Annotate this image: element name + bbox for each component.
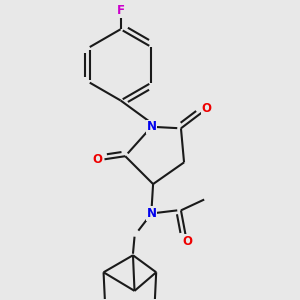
Text: O: O <box>92 153 102 166</box>
Text: N: N <box>146 120 157 133</box>
Text: N: N <box>146 207 157 220</box>
Text: O: O <box>182 235 192 248</box>
Text: F: F <box>117 4 124 17</box>
Text: O: O <box>201 102 211 115</box>
